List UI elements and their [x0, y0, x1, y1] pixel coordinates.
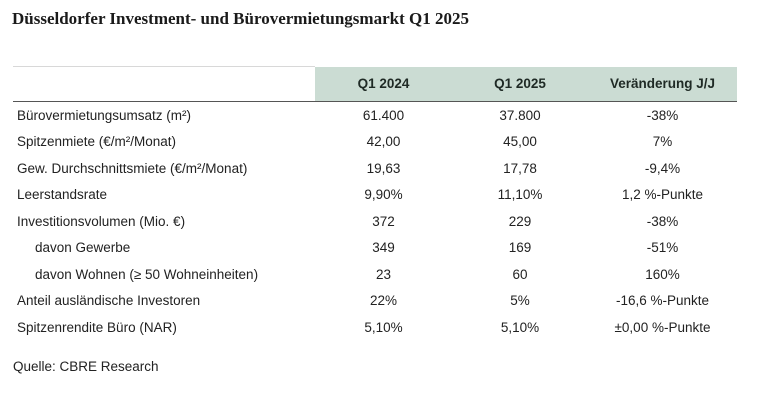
source-note: Quelle: CBRE Research: [13, 359, 159, 374]
cell-q1-2025: 5,10%: [500, 319, 540, 335]
row-label: Investitionsvolumen (Mio. €): [17, 213, 186, 229]
cell-q1-2024: 9,90%: [364, 187, 403, 203]
cell-q1-2025: 229: [508, 213, 532, 229]
row-label: davon Wohnen (≥ 50 Wohneinheiten): [35, 266, 259, 282]
row-label: Spitzenrendite Büro (NAR): [17, 319, 177, 335]
row-label: Anteil ausländische Investoren: [17, 293, 201, 309]
cell-change: -38%: [646, 213, 679, 229]
cell-q1-2025: 37.800: [499, 107, 541, 123]
cell-change: -51%: [646, 240, 679, 256]
cell-change: 160%: [645, 266, 680, 282]
table-row: Spitzenrendite Büro (NAR) 5,10% 5,10% ±0…: [13, 314, 737, 341]
cell-q1-2025: 169: [508, 240, 532, 256]
row-label: Bürovermietungsumsatz (m²): [17, 107, 192, 123]
page-title: Düsseldorfer Investment- und Bürovermiet…: [12, 9, 469, 28]
row-label: Leerstandsrate: [17, 187, 108, 203]
cell-q1-2024: 42,00: [366, 134, 401, 150]
cell-q1-2024: 349: [372, 240, 395, 256]
cell-change: 7%: [652, 134, 673, 150]
table-header-row: Q1 2024 Q1 2025 Veränderung J/J: [13, 66, 737, 102]
table-row: Leerstandsrate 9,90% 11,10% 1,2 %-Punkte: [13, 182, 737, 209]
cell-change: 1,2 %-Punkte: [621, 187, 704, 203]
header-cell-label: [13, 66, 315, 102]
table-row: Bürovermietungsumsatz (m²) 61.400 37.800…: [13, 102, 737, 129]
cell-q1-2025: 60: [512, 266, 528, 282]
cell-q1-2024: 5,10%: [364, 319, 403, 335]
cell-change: -38%: [646, 107, 679, 123]
cell-q1-2024: 23: [375, 266, 392, 282]
cell-change: -16,6 %-Punkte: [615, 293, 710, 309]
row-label: Spitzenmiete (€/m²/Monat): [17, 134, 177, 150]
table-row: davon Gewerbe 349 169 -51%: [13, 235, 737, 262]
cell-change: -9,4%: [644, 160, 681, 176]
table-row: Spitzenmiete (€/m²/Monat) 42,00 45,00 7%: [13, 129, 737, 156]
table-row: davon Wohnen (≥ 50 Wohneinheiten) 23 60 …: [13, 261, 737, 288]
cell-q1-2024: 22%: [369, 293, 398, 309]
table-row: Investitionsvolumen (Mio. €) 372 229 -38…: [13, 208, 737, 235]
cell-change: ±0,00 %-Punkte: [614, 319, 711, 335]
market-data-table: Q1 2024 Q1 2025 Veränderung J/J Büroverm…: [13, 66, 737, 341]
table-row: Anteil ausländische Investoren 22% 5% -1…: [13, 288, 737, 315]
cell-q1-2025: 11,10%: [497, 187, 543, 203]
header-cell-change: Veränderung J/J: [588, 66, 737, 102]
row-label: Gew. Durchschnittsmiete (€/m²/Monat): [17, 160, 248, 176]
cell-q1-2025: 45,00: [503, 134, 537, 150]
cell-q1-2024: 372: [372, 213, 395, 229]
cell-q1-2024: 19,63: [366, 160, 401, 176]
cell-q1-2025: 17,78: [503, 160, 537, 176]
row-label: davon Gewerbe: [35, 240, 131, 256]
table-row: Gew. Durchschnittsmiete (€/m²/Monat) 19,…: [13, 155, 737, 182]
cell-q1-2025: 5%: [510, 293, 530, 309]
header-cell-q1-2024: Q1 2024: [315, 66, 452, 102]
header-cell-q1-2025: Q1 2025: [452, 66, 588, 102]
cell-q1-2024: 61.400: [362, 107, 405, 123]
